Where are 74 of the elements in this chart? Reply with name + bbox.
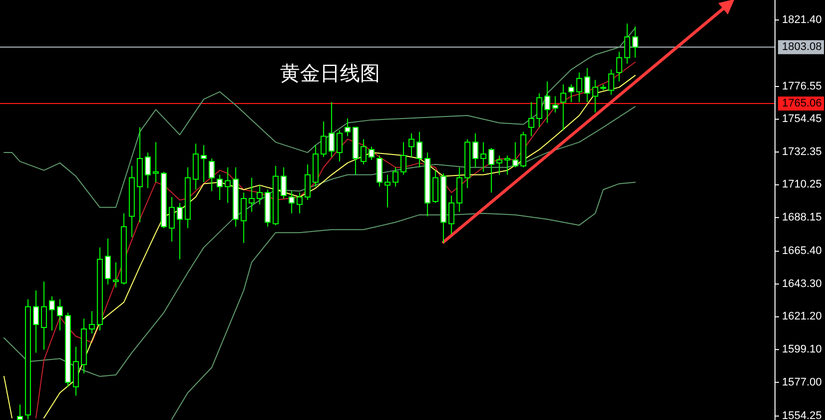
candlestick — [472, 132, 478, 168]
candlestick — [200, 144, 207, 183]
candlestick — [48, 296, 55, 331]
candlestick — [224, 166, 231, 204]
y-tick-label: 1554.25 — [782, 410, 822, 420]
candlestick — [144, 152, 151, 189]
y-tick-label: 1643.30 — [782, 278, 822, 290]
candlestick — [528, 102, 534, 137]
candlestick — [104, 238, 111, 285]
candlestick — [536, 92, 542, 128]
candlestick — [88, 310, 95, 334]
candlestick — [16, 404, 23, 420]
candlestick — [616, 51, 622, 82]
candlestick — [56, 298, 63, 331]
candlestick — [416, 131, 422, 168]
y-tick-label: 1754.45 — [782, 113, 822, 126]
candlestick — [608, 69, 614, 96]
candlestick — [432, 170, 438, 204]
candlestick — [360, 138, 367, 165]
candlestick — [592, 79, 598, 114]
candlestick — [216, 174, 223, 200]
candlestick — [176, 202, 183, 260]
candlestick — [496, 155, 502, 176]
candlestick — [408, 132, 414, 158]
candlestick — [488, 148, 494, 194]
candlestick — [512, 142, 518, 168]
candlestick — [376, 155, 382, 188]
y-tick-label: 1732.35 — [782, 146, 822, 158]
candlestick — [40, 281, 47, 350]
y-tick-label: 1688.15 — [782, 211, 822, 224]
candlestick — [152, 142, 159, 183]
candlestick — [568, 84, 574, 103]
candlestick — [392, 166, 398, 188]
candlestick — [632, 26, 638, 58]
candlestick — [320, 120, 327, 158]
y-tick-label: 1665.40 — [782, 245, 822, 258]
y-tick-label: 1621.20 — [782, 310, 822, 323]
y-tick-label: 1577.00 — [782, 376, 822, 388]
candlestick — [328, 102, 335, 158]
candlestick — [544, 80, 550, 124]
candlestick — [624, 23, 630, 64]
candlestick — [168, 196, 175, 242]
candlestick — [344, 118, 351, 137]
candlestick — [552, 96, 558, 114]
candlestick — [480, 142, 486, 172]
candlestick — [560, 84, 566, 131]
candlestick — [256, 184, 263, 205]
line-series — [171, 182, 636, 420]
candlestick — [336, 130, 343, 162]
candlestick — [304, 164, 311, 200]
line-series — [3, 106, 636, 377]
line-series — [3, 28, 636, 208]
candlestick — [576, 72, 582, 103]
ref-line-label: 1765.06 — [782, 97, 822, 110]
candlestick — [368, 146, 374, 160]
candlestick — [32, 290, 39, 354]
candlestick — [296, 192, 303, 214]
candlestick — [280, 166, 287, 200]
candlestick — [384, 174, 390, 208]
candlestick — [400, 142, 406, 176]
ref-line-label: 1803.08 — [782, 41, 822, 54]
y-tick-label: 1599.10 — [782, 343, 822, 356]
text: 黄金日线图 — [280, 63, 380, 85]
candlestick — [448, 195, 454, 235]
candlestick — [112, 262, 119, 288]
y-tick-label: 1776.55 — [782, 80, 822, 92]
candlestick — [504, 155, 510, 176]
candlestick — [288, 190, 295, 214]
candlestick — [248, 177, 255, 212]
candlestick — [240, 192, 247, 244]
y-tick-label: 1821.40 — [782, 14, 822, 26]
y-tick-label: 1710.25 — [782, 178, 822, 191]
candlestick — [208, 158, 215, 192]
candlestick — [584, 68, 590, 103]
